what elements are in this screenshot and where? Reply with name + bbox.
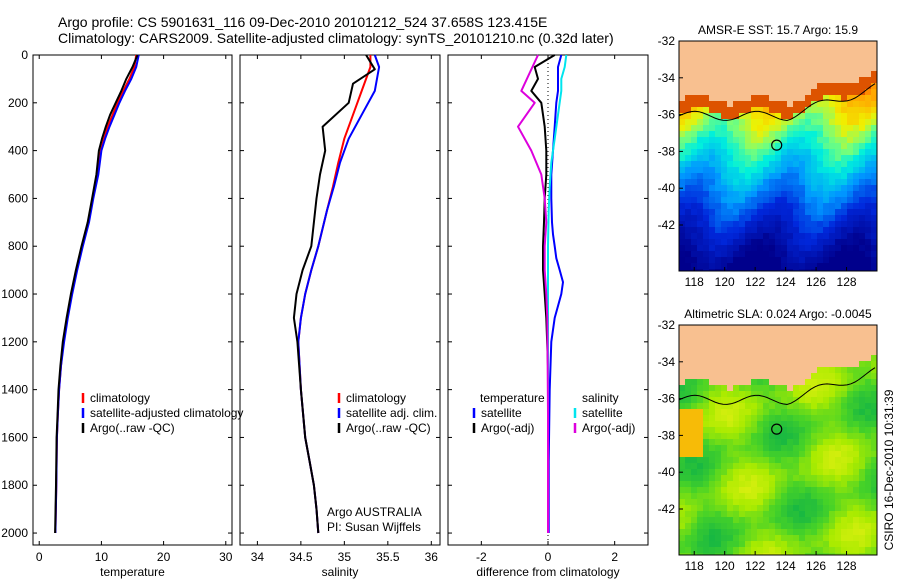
salinity-axes-box: [239, 54, 441, 546]
sla-map-ytick-label: -40: [658, 465, 676, 479]
sla-map-xtick-label: 120: [715, 559, 735, 573]
sla-map-xtick-label: 122: [745, 559, 765, 573]
temperature-xlabel: temperature: [100, 565, 165, 579]
temperature-xtick-label: 30: [219, 550, 233, 564]
difference-legend-sal-satellite: satellite: [582, 406, 623, 420]
sst-map-ytick-label: -42: [658, 218, 676, 232]
salinity-xtick-label: 36: [425, 550, 439, 564]
salinity-xtick-label: 35: [338, 550, 352, 564]
salinity-xtick-label: 35.5: [376, 550, 400, 564]
temperature-xtick-label: 20: [157, 550, 171, 564]
salinity-xtick-label: 34: [251, 550, 265, 564]
depth-tick-label: 1400: [1, 383, 28, 397]
difference-legend-header-salinity: salinity: [582, 391, 619, 405]
sla-map-ytick-label: -36: [658, 392, 676, 406]
header-line-1: Argo profile: CS 5901631_116 09-Dec-2010…: [58, 14, 548, 30]
sla-map-ytick-label: -38: [658, 428, 676, 442]
depth-tick-label: 2000: [1, 526, 28, 540]
sst-map-argo-marker: [771, 139, 783, 151]
argo-annotation: Argo AUSTRALIA: [327, 505, 422, 519]
depth-tick-label: 1000: [1, 287, 28, 301]
sla-map-title: Altimetric SLA: 0.024 Argo: -0.0045: [684, 307, 872, 321]
temperature-axes-box: [32, 54, 233, 546]
sla-map-frame: [678, 324, 878, 556]
sst-map-ytick-label: -38: [658, 144, 676, 158]
sst-map-xtick-label: 118: [685, 275, 704, 289]
sst-map-panel: -32 -34 -36 -38 -40 -42 118 120 122 124 126 128 AMSR…: [658, 23, 878, 289]
sla-map-xtick-label: 128: [837, 559, 857, 573]
sst-map-xtick-label: 122: [745, 275, 765, 289]
difference-legend-header-temperature: temperature: [480, 391, 545, 405]
sst-map-xtick-label: 120: [715, 275, 735, 289]
sst-map-contour: [678, 83, 876, 122]
salinity-legend-item: climatology: [346, 391, 406, 405]
temperature-series-argo-raw-qc-: [54, 54, 139, 534]
sla-map-xtick-label: 126: [806, 559, 826, 573]
depth-tick-label: 1200: [1, 335, 28, 349]
sst-map-title: AMSR-E SST: 15.7 Argo: 15.9: [698, 23, 858, 37]
difference-legend-temp-satellite: satellite: [481, 406, 522, 420]
difference-legend-sal-argo: Argo(-adj): [582, 421, 635, 435]
depth-tick-label: 600: [8, 191, 28, 205]
difference-series-salinity-argo-adj-: [517, 54, 549, 533]
header-line-2: Climatology: CARS2009. Satellite-adjuste…: [58, 30, 614, 46]
difference-xlabel: difference from climatology: [476, 565, 619, 579]
temperature-legend-item: climatology: [90, 391, 150, 405]
difference-xtick-label: 2: [611, 550, 618, 564]
depth-tick-label: 0: [21, 48, 28, 62]
depth-tick-label: 800: [8, 239, 28, 253]
sla-map-argo-marker: [771, 423, 783, 435]
salinity-panel: 34 34.5 35 35.5 36 salinity: [239, 54, 441, 579]
depth-tick-label: 400: [8, 144, 28, 158]
temperature-xtick-label: 10: [95, 550, 109, 564]
salinity-legend-item: Argo(..raw -QC): [346, 421, 431, 435]
sst-map-frame: [678, 40, 878, 272]
side-timestamp: CSIRO 16-Dec-2010 10:31:39: [882, 389, 896, 550]
sst-map-ytick-label: -32: [658, 34, 676, 48]
sla-map-ytick-label: -32: [658, 318, 676, 332]
temperature-xtick-label: 0: [36, 550, 43, 564]
depth-tick-label: 200: [8, 96, 28, 110]
sst-map-xtick-label: 126: [806, 275, 826, 289]
sst-map-ytick-label: -40: [658, 181, 676, 195]
depth-tick-label: 1800: [1, 478, 28, 492]
salinity-xtick-label: 34.5: [289, 550, 313, 564]
sla-map-panel: -32 -34 -36 -38 -40 -42 118 120 122 124 126 128 Alti…: [658, 307, 878, 573]
sla-map-ytick-label: -34: [658, 355, 676, 369]
sst-map-ytick-label: -34: [658, 71, 676, 85]
temperature-panel: 0 10 20 30 0 200 400 600 800 1000 1200 1400 1600 1800…: [1, 48, 232, 579]
sst-map-xtick-label: 128: [837, 275, 857, 289]
sla-map-xtick-label: 124: [776, 559, 796, 573]
salinity-series-argo-raw-qc-: [292, 54, 376, 534]
salinity-legend-item: satellite adj. clim.: [346, 406, 437, 420]
temperature-legend-item: satellite-adjusted climatology: [90, 406, 243, 420]
difference-series-temperature-satellite: [547, 54, 564, 533]
difference-xtick-label: -2: [476, 550, 487, 564]
salinity-xlabel: salinity: [322, 565, 359, 579]
sla-map-ytick-label: -42: [658, 502, 676, 516]
sla-map-contour: [678, 367, 876, 406]
sla-map-xtick-label: 118: [685, 559, 704, 573]
pi-annotation: PI: Susan Wijffels: [327, 520, 421, 534]
difference-xtick-label: 0: [545, 550, 552, 564]
depth-tick-label: 1600: [1, 430, 28, 444]
sst-map-ytick-label: -36: [658, 108, 676, 122]
sst-map-xtick-label: 124: [776, 275, 796, 289]
difference-legend-temp-argo: Argo(-adj): [481, 421, 534, 435]
temperature-legend-item: Argo(..raw -QC): [90, 421, 175, 435]
